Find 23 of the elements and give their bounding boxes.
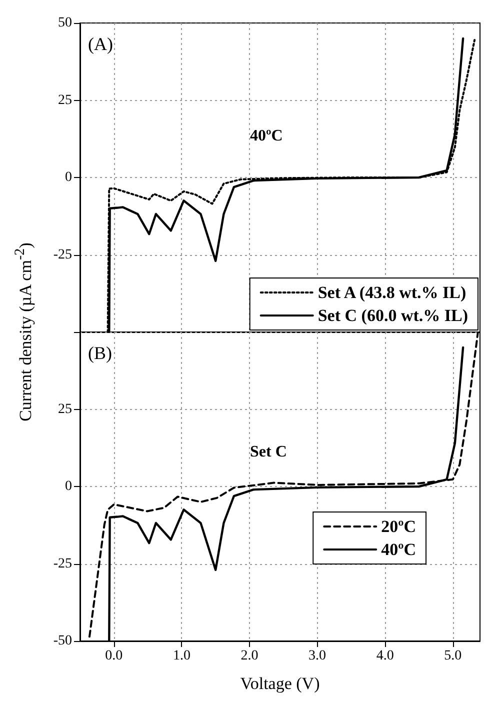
x-axis-title: Voltage (V): [240, 674, 320, 693]
x-tick-label: 5.0: [444, 648, 462, 664]
x-tick-label: 2.0: [240, 648, 258, 664]
y-tick-label: -25: [53, 556, 72, 572]
y-tick-label: 0: [65, 170, 72, 185]
legend-label: 40ºC: [381, 540, 416, 559]
annotation: (B): [88, 343, 112, 363]
x-tick-label: 3.0: [308, 648, 326, 664]
y-tick-label: 25: [58, 402, 72, 417]
y-tick-label: 0: [65, 479, 72, 494]
annotation: (A): [88, 34, 113, 54]
x-tick-label: 1.0: [172, 648, 190, 664]
y-tick-label: 50: [58, 16, 72, 30]
annotation: Set C: [250, 444, 287, 460]
x-tick-label: 4.0: [376, 648, 394, 664]
x-tick-label: 0.0: [105, 648, 123, 664]
y-tick-label: -25: [53, 247, 72, 262]
y-tick-label: 25: [58, 92, 72, 108]
annotation: 40ºC: [250, 128, 283, 144]
legend-label: 20ºC: [381, 517, 416, 536]
legend-label: Set C (60.0 wt.% IL): [318, 306, 468, 325]
y-tick-label: -50: [53, 634, 72, 648]
legend-label: Set A (43.8 wt.% IL): [318, 283, 466, 302]
